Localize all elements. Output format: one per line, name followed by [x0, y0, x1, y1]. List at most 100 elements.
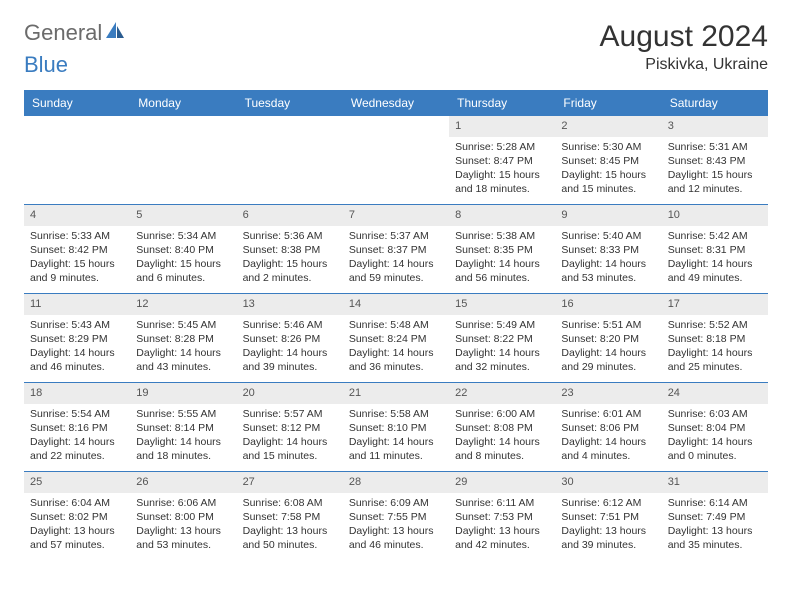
daylight-text: Daylight: 15 hours and 15 minutes. [561, 168, 655, 196]
sunset-text: Sunset: 8:22 PM [455, 332, 549, 346]
day-details: Sunrise: 5:55 AMSunset: 8:14 PMDaylight:… [130, 404, 236, 470]
day-number [237, 116, 343, 137]
daylight-text: Daylight: 13 hours and 35 minutes. [668, 524, 762, 552]
day-number: 30 [555, 472, 661, 493]
sunset-text: Sunset: 8:45 PM [561, 154, 655, 168]
daylight-text: Daylight: 14 hours and 22 minutes. [30, 435, 124, 463]
day-details: Sunrise: 6:12 AMSunset: 7:51 PMDaylight:… [555, 493, 661, 559]
calendar-day-cell: 6Sunrise: 5:36 AMSunset: 8:38 PMDaylight… [237, 205, 343, 293]
calendar-day-cell: 20Sunrise: 5:57 AMSunset: 8:12 PMDayligh… [237, 383, 343, 471]
calendar-day-cell: 4Sunrise: 5:33 AMSunset: 8:42 PMDaylight… [24, 205, 130, 293]
calendar: SundayMondayTuesdayWednesdayThursdayFrid… [24, 90, 768, 560]
day-details: Sunrise: 5:40 AMSunset: 8:33 PMDaylight:… [555, 226, 661, 292]
sunrise-text: Sunrise: 6:12 AM [561, 496, 655, 510]
sunset-text: Sunset: 8:20 PM [561, 332, 655, 346]
logo-text-blue: Blue [24, 52, 768, 78]
day-number: 12 [130, 294, 236, 315]
sunset-text: Sunset: 8:12 PM [243, 421, 337, 435]
day-details: Sunrise: 6:08 AMSunset: 7:58 PMDaylight:… [237, 493, 343, 559]
day-number: 24 [662, 383, 768, 404]
sunrise-text: Sunrise: 5:37 AM [349, 229, 443, 243]
sunrise-text: Sunrise: 6:09 AM [349, 496, 443, 510]
sunset-text: Sunset: 8:00 PM [136, 510, 230, 524]
day-details: Sunrise: 5:33 AMSunset: 8:42 PMDaylight:… [24, 226, 130, 292]
daylight-text: Daylight: 14 hours and 49 minutes. [668, 257, 762, 285]
day-details: Sunrise: 6:14 AMSunset: 7:49 PMDaylight:… [662, 493, 768, 559]
day-number: 15 [449, 294, 555, 315]
weekday-header: Monday [130, 90, 236, 116]
sunrise-text: Sunrise: 6:08 AM [243, 496, 337, 510]
day-details: Sunrise: 5:31 AMSunset: 8:43 PMDaylight:… [662, 137, 768, 203]
sunrise-text: Sunrise: 5:38 AM [455, 229, 549, 243]
day-number: 7 [343, 205, 449, 226]
weekday-header: Friday [555, 90, 661, 116]
day-number: 28 [343, 472, 449, 493]
weekday-header: Thursday [449, 90, 555, 116]
daylight-text: Daylight: 14 hours and 15 minutes. [243, 435, 337, 463]
sunrise-text: Sunrise: 6:03 AM [668, 407, 762, 421]
sunrise-text: Sunrise: 5:30 AM [561, 140, 655, 154]
sunset-text: Sunset: 8:29 PM [30, 332, 124, 346]
sunset-text: Sunset: 8:10 PM [349, 421, 443, 435]
daylight-text: Daylight: 15 hours and 9 minutes. [30, 257, 124, 285]
calendar-day-cell: 13Sunrise: 5:46 AMSunset: 8:26 PMDayligh… [237, 294, 343, 382]
sunrise-text: Sunrise: 6:00 AM [455, 407, 549, 421]
calendar-day-cell: 2 Sunrise: 5:30 AMSunset: 8:45 PMDaylight… [555, 116, 661, 204]
calendar-day-cell: 30Sunrise: 6:12 AMSunset: 7:51 PMDayligh… [555, 472, 661, 560]
day-number: 10 [662, 205, 768, 226]
sunrise-text: Sunrise: 5:33 AM [30, 229, 124, 243]
day-number: 23 [555, 383, 661, 404]
calendar-day-cell [130, 116, 236, 204]
day-details: Sunrise: 5:37 AMSunset: 8:37 PMDaylight:… [343, 226, 449, 292]
day-number: 31 [662, 472, 768, 493]
sunset-text: Sunset: 8:04 PM [668, 421, 762, 435]
day-details: Sunrise: 6:06 AMSunset: 8:00 PMDaylight:… [130, 493, 236, 559]
sunset-text: Sunset: 8:33 PM [561, 243, 655, 257]
sunset-text: Sunset: 8:18 PM [668, 332, 762, 346]
day-number: 5 [130, 205, 236, 226]
day-details: Sunrise: 5:54 AMSunset: 8:16 PMDaylight:… [24, 404, 130, 470]
sunset-text: Sunset: 8:16 PM [30, 421, 124, 435]
sunrise-text: Sunrise: 6:06 AM [136, 496, 230, 510]
weekday-header: Wednesday [343, 90, 449, 116]
day-details: Sunrise: 5:52 AMSunset: 8:18 PMDaylight:… [662, 315, 768, 381]
calendar-day-cell: 11Sunrise: 5:43 AMSunset: 8:29 PMDayligh… [24, 294, 130, 382]
daylight-text: Daylight: 13 hours and 42 minutes. [455, 524, 549, 552]
daylight-text: Daylight: 14 hours and 8 minutes. [455, 435, 549, 463]
day-number: 27 [237, 472, 343, 493]
calendar-day-cell: 22Sunrise: 6:00 AMSunset: 8:08 PMDayligh… [449, 383, 555, 471]
weekday-header: Saturday [662, 90, 768, 116]
day-number: 17 [662, 294, 768, 315]
sunset-text: Sunset: 8:26 PM [243, 332, 337, 346]
calendar-day-cell: 17Sunrise: 5:52 AMSunset: 8:18 PMDayligh… [662, 294, 768, 382]
daylight-text: Daylight: 14 hours and 0 minutes. [668, 435, 762, 463]
logo-sail-icon [104, 20, 126, 46]
daylight-text: Daylight: 13 hours and 46 minutes. [349, 524, 443, 552]
sunrise-text: Sunrise: 5:42 AM [668, 229, 762, 243]
sunset-text: Sunset: 8:42 PM [30, 243, 124, 257]
day-number [24, 116, 130, 137]
day-details: Sunrise: 5:58 AMSunset: 8:10 PMDaylight:… [343, 404, 449, 470]
calendar-day-cell: 25Sunrise: 6:04 AMSunset: 8:02 PMDayligh… [24, 472, 130, 560]
calendar-day-cell: 5Sunrise: 5:34 AMSunset: 8:40 PMDaylight… [130, 205, 236, 293]
day-details: Sunrise: 5:49 AMSunset: 8:22 PMDaylight:… [449, 315, 555, 381]
calendar-day-cell: 27Sunrise: 6:08 AMSunset: 7:58 PMDayligh… [237, 472, 343, 560]
daylight-text: Daylight: 14 hours and 39 minutes. [243, 346, 337, 374]
daylight-text: Daylight: 14 hours and 32 minutes. [455, 346, 549, 374]
day-details: Sunrise: 6:09 AMSunset: 7:55 PMDaylight:… [343, 493, 449, 559]
sunset-text: Sunset: 8:08 PM [455, 421, 549, 435]
day-details: Sunrise: 5:48 AMSunset: 8:24 PMDaylight:… [343, 315, 449, 381]
day-number: 2 [555, 116, 661, 137]
calendar-day-cell: 10 Sunrise: 5:42 AMSunset: 8:31 PMDayligh… [662, 205, 768, 293]
day-details: Sunrise: 6:04 AMSunset: 8:02 PMDaylight:… [24, 493, 130, 559]
day-number: 26 [130, 472, 236, 493]
day-number: 4 [24, 205, 130, 226]
daylight-text: Daylight: 13 hours and 50 minutes. [243, 524, 337, 552]
calendar-day-cell: 8Sunrise: 5:38 AMSunset: 8:35 PMDaylight… [449, 205, 555, 293]
sunset-text: Sunset: 8:31 PM [668, 243, 762, 257]
calendar-day-cell: 19Sunrise: 5:55 AMSunset: 8:14 PMDayligh… [130, 383, 236, 471]
day-details: Sunrise: 6:11 AMSunset: 7:53 PMDaylight:… [449, 493, 555, 559]
calendar-day-cell: 1Sunrise: 5:28 AMSunset: 8:47 PMDaylight… [449, 116, 555, 204]
sunrise-text: Sunrise: 5:54 AM [30, 407, 124, 421]
sunset-text: Sunset: 8:40 PM [136, 243, 230, 257]
